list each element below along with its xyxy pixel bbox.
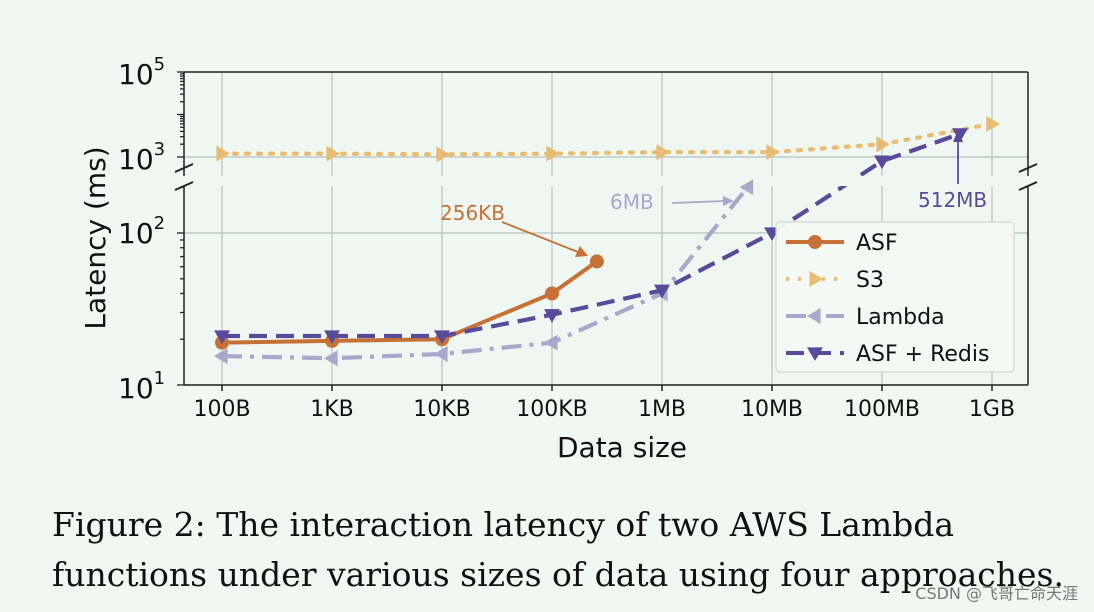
annotation-256kb: 256KB — [440, 201, 588, 257]
chart-figure: 100B 1KB 10KB 100KB 1MB 10MB 100MB 1GB 101 102 … — [79, 54, 1038, 464]
annotation-6mb-text: 6MB — [610, 190, 654, 214]
legend-item-s3: S3 — [786, 268, 884, 293]
data-point — [434, 330, 450, 345]
x-tick-label: 100B — [193, 397, 250, 422]
annotation-512mb: 512MB — [918, 130, 987, 212]
legend-marker — [809, 271, 823, 287]
legend-label: ASF — [856, 231, 898, 256]
data-point — [436, 146, 450, 163]
x-tick-label: 1KB — [310, 397, 354, 422]
data-point — [544, 309, 560, 323]
data-point — [654, 284, 670, 299]
data-point — [876, 136, 890, 153]
legend-item-asf: ASF — [786, 231, 898, 256]
y-tick-label-1e1: 101 — [118, 368, 165, 405]
series-line — [221, 185, 750, 361]
data-point — [544, 334, 558, 351]
data-point — [739, 179, 754, 196]
legend-marker — [807, 308, 821, 324]
data-point — [545, 286, 559, 301]
data-point — [656, 144, 670, 161]
data-point — [874, 155, 890, 170]
data-point — [986, 115, 1000, 132]
legend-items: ASF S3 Lambda ASF + Redis — [786, 231, 989, 367]
figure-caption: Figure 2: The interaction latency of two… — [52, 505, 1064, 594]
y-axis-label: Latency (ms) — [79, 146, 112, 329]
data-point — [216, 145, 230, 162]
series-asf-redis — [214, 128, 969, 345]
series-layer — [214, 115, 1000, 367]
y-tick-label-1e3: 103 — [118, 139, 165, 176]
y-tick-label-1e2: 102 — [118, 213, 165, 250]
data-point — [546, 145, 560, 162]
series-line — [222, 131, 961, 339]
top-panel — [183, 71, 1029, 176]
watermark: CSDN @飞哥亡命天涯 — [915, 584, 1078, 603]
data-point — [766, 144, 780, 161]
data-point — [589, 254, 604, 269]
x-tick-label: 10MB — [741, 397, 803, 422]
x-tick-label: 100MB — [844, 397, 920, 422]
x-tick-label: 1MB — [638, 397, 686, 422]
data-point — [434, 345, 448, 362]
legend: ASF S3 Lambda ASF + Redis — [775, 221, 1015, 373]
data-point — [326, 145, 340, 162]
annotation-6mb: 6MB — [610, 190, 734, 214]
data-point — [324, 350, 338, 367]
legend-marker — [807, 347, 823, 361]
ticks-layer: 100B 1KB 10KB 100KB 1MB 10MB 100MB 1GB — [177, 71, 1015, 422]
series-line — [219, 121, 995, 157]
annotation-512mb-text: 512MB — [918, 188, 987, 212]
x-axis-label: Data size — [557, 431, 687, 464]
legend-item-asf-redis: ASF + Redis — [786, 342, 989, 367]
legend-label: ASF + Redis — [856, 342, 989, 367]
x-tick-label: 10KB — [413, 397, 471, 422]
data-point — [214, 348, 228, 365]
legend-label: S3 — [856, 268, 884, 293]
series-s3 — [216, 115, 1000, 163]
data-point — [324, 330, 340, 345]
legend-item-lambda: Lambda — [786, 305, 945, 330]
x-tick-label: 1GB — [969, 397, 1015, 422]
y-tick-label-1e5: 105 — [118, 54, 165, 91]
legend-marker — [808, 235, 822, 249]
axis-break-marks — [174, 163, 1038, 191]
x-tick-label: 100KB — [516, 397, 588, 422]
data-point — [214, 330, 230, 345]
annotation-256kb-text: 256KB — [440, 201, 505, 225]
legend-label: Lambda — [856, 305, 945, 330]
